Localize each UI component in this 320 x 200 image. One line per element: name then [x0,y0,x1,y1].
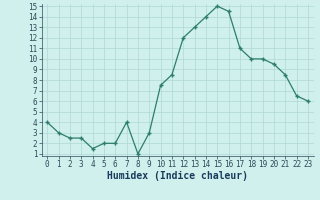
X-axis label: Humidex (Indice chaleur): Humidex (Indice chaleur) [107,171,248,181]
